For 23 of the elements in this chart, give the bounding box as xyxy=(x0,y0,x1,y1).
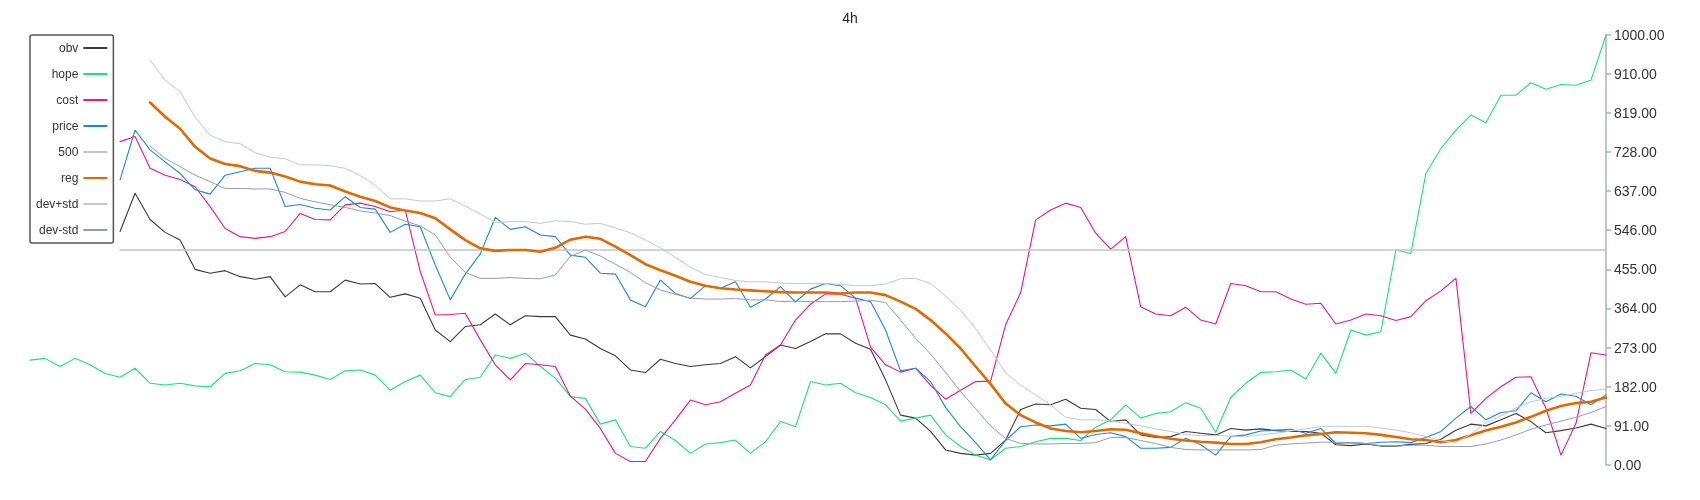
legend-label: price xyxy=(52,119,79,133)
legend-label: hope xyxy=(51,67,79,81)
legend-label: 500 xyxy=(58,145,79,159)
chart-title: 4h xyxy=(842,10,858,26)
legend-label: obv xyxy=(59,41,79,55)
y-tick-label: 91.00 xyxy=(1614,417,1650,434)
y-tick-label: 728.00 xyxy=(1614,143,1658,160)
legend-label: dev+std xyxy=(35,197,79,211)
y-tick-label: 273.00 xyxy=(1614,339,1658,356)
y-tick-label: 0.00 xyxy=(1614,457,1642,473)
y-tick-label: 1000.00 xyxy=(1614,27,1665,43)
y-tick-label: 455.00 xyxy=(1614,261,1658,278)
y-tick-label: 819.00 xyxy=(1614,104,1658,121)
legend-label: dev-std xyxy=(39,223,79,237)
y-tick-label: 546.00 xyxy=(1614,222,1658,239)
line-series xyxy=(119,192,1607,456)
y-tick-label: 637.00 xyxy=(1614,183,1658,200)
y-tick-label: 910.00 xyxy=(1614,65,1658,82)
y-tick-label: 364.00 xyxy=(1614,300,1658,317)
line-series xyxy=(29,34,1607,461)
legend-label: reg xyxy=(61,171,79,185)
y-tick-label: 182.00 xyxy=(1614,378,1658,395)
legend-label: cost xyxy=(56,93,80,107)
